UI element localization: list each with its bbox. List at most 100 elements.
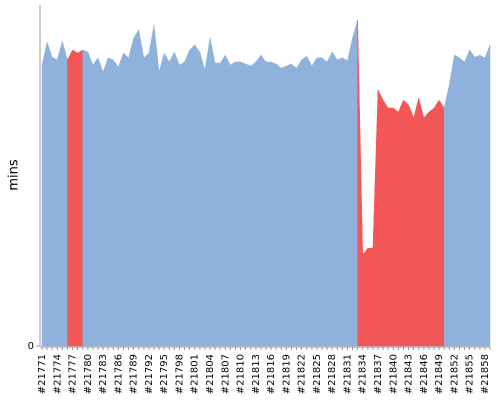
x-tick-label: #21828 bbox=[327, 354, 338, 394]
area-segment bbox=[102, 57, 109, 347]
area-segment bbox=[321, 57, 328, 347]
area-segment bbox=[301, 55, 307, 347]
area-segment bbox=[260, 54, 267, 347]
area-segment bbox=[474, 54, 481, 347]
x-tick-label: #21849 bbox=[434, 354, 445, 394]
area-segment bbox=[372, 89, 379, 347]
area-segment bbox=[398, 100, 404, 347]
area-segment bbox=[72, 49, 78, 347]
area-segment bbox=[153, 25, 160, 347]
area-segment bbox=[331, 51, 338, 347]
area-segment bbox=[235, 61, 241, 347]
area-segment bbox=[352, 19, 358, 347]
x-tick-label: #21813 bbox=[251, 354, 262, 394]
area-segment bbox=[163, 52, 170, 347]
area-segment bbox=[194, 44, 201, 347]
area-segment bbox=[174, 51, 180, 347]
area-segment bbox=[113, 59, 119, 347]
area-segment bbox=[316, 57, 323, 347]
area-segment bbox=[133, 29, 139, 347]
area-segment bbox=[219, 54, 226, 347]
area-segment bbox=[347, 38, 353, 347]
area-segment bbox=[214, 62, 221, 347]
area-segment bbox=[306, 56, 313, 347]
x-tick-label: #21837 bbox=[373, 354, 384, 394]
area-segment bbox=[484, 44, 491, 347]
area-segment bbox=[225, 55, 231, 347]
area-segment bbox=[245, 63, 251, 347]
area-segment bbox=[433, 99, 440, 347]
y-tick-label: 0 bbox=[28, 341, 34, 352]
area-segment bbox=[57, 41, 63, 347]
area-segment bbox=[138, 29, 145, 347]
area-segment bbox=[428, 107, 435, 347]
area-segment bbox=[51, 56, 58, 347]
x-tick-label: #21822 bbox=[297, 354, 308, 394]
area-segment bbox=[240, 61, 246, 347]
x-tick-label: #21825 bbox=[312, 354, 323, 394]
area-segment bbox=[143, 52, 150, 347]
x-tick-label: #21786 bbox=[113, 354, 124, 394]
area-segment bbox=[413, 98, 419, 347]
area-segment bbox=[454, 54, 460, 347]
area-segment bbox=[265, 61, 272, 347]
area-segment bbox=[362, 247, 369, 347]
area-segment bbox=[459, 57, 465, 347]
area-segment bbox=[250, 61, 257, 347]
area-segment bbox=[464, 49, 470, 347]
area-segment bbox=[296, 59, 302, 347]
area-segment bbox=[326, 51, 333, 347]
area-segment bbox=[469, 49, 475, 347]
area-segment bbox=[128, 38, 134, 347]
area-segment bbox=[107, 57, 114, 347]
area-segment bbox=[87, 51, 94, 347]
area-segment bbox=[291, 63, 297, 347]
x-tick-label: #21858 bbox=[480, 354, 491, 394]
x-tick-label: #21855 bbox=[465, 354, 476, 394]
area-segment bbox=[367, 247, 374, 347]
x-tick-label: #21807 bbox=[220, 354, 231, 394]
area-segment bbox=[123, 52, 129, 347]
area-segment bbox=[281, 65, 287, 347]
x-tick-label: #21789 bbox=[129, 354, 140, 394]
area-segment bbox=[62, 41, 68, 347]
area-segment bbox=[479, 54, 486, 347]
x-tick-label: #21831 bbox=[342, 354, 353, 394]
x-tick-label: #21843 bbox=[404, 354, 415, 394]
x-tick-label: #21804 bbox=[205, 354, 216, 394]
area-segment bbox=[179, 61, 185, 347]
area-segment bbox=[169, 51, 175, 347]
x-tick-label: #21801 bbox=[190, 354, 201, 394]
area-segment bbox=[443, 85, 450, 347]
area-segment bbox=[158, 53, 165, 347]
area-segment bbox=[387, 107, 394, 347]
area-segment bbox=[423, 111, 430, 347]
area-segment bbox=[408, 104, 414, 347]
area-segment bbox=[204, 38, 211, 347]
area-segment bbox=[377, 89, 384, 347]
area-segment bbox=[230, 61, 236, 347]
area-segment bbox=[449, 55, 455, 347]
x-tick-label: #21810 bbox=[236, 354, 247, 394]
area-segment bbox=[118, 52, 124, 347]
x-tick-label: #21840 bbox=[388, 354, 399, 394]
area-segment bbox=[97, 57, 104, 347]
area-segment bbox=[382, 99, 389, 347]
area-segment bbox=[275, 63, 282, 347]
area-segment bbox=[82, 49, 89, 347]
x-tick-label: #21771 bbox=[37, 354, 48, 394]
x-tick-label: #21834 bbox=[358, 354, 369, 394]
area-segment bbox=[418, 98, 425, 347]
x-tick-label: #21792 bbox=[144, 354, 155, 394]
area-segment bbox=[92, 57, 99, 347]
area-segment bbox=[438, 99, 445, 347]
x-tick-label: #21777 bbox=[68, 354, 79, 394]
area-segment bbox=[270, 61, 277, 347]
x-tick-label: #21795 bbox=[159, 354, 170, 394]
area-segment bbox=[286, 63, 292, 347]
area-segment bbox=[255, 54, 262, 347]
area-segment bbox=[199, 51, 206, 347]
x-tick-label: #21852 bbox=[449, 354, 460, 394]
area-segment bbox=[46, 42, 53, 347]
